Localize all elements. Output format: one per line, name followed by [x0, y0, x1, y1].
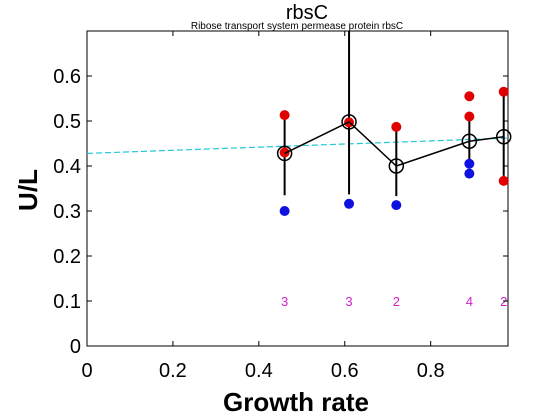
mean-point — [461, 133, 478, 149]
blue-point — [391, 200, 402, 211]
x-tick-label: 0.8 — [417, 360, 445, 382]
x-tick-label: 0 — [81, 360, 92, 382]
red-point — [391, 121, 402, 132]
count-label: 2 — [393, 294, 400, 309]
blue-point — [279, 206, 290, 216]
y-axis: 0 0.1 0.2 0.3 0.4 0.5 0.6 — [53, 66, 508, 358]
mean-point — [276, 145, 293, 162]
y-tick-label: 0.4 — [53, 156, 81, 178]
plot-area: 33242 — [86, 30, 512, 347]
count-label: 4 — [466, 294, 473, 309]
blue-point — [464, 168, 475, 179]
y-tick-label: 0 — [70, 336, 81, 358]
x-tick-label: 0.2 — [159, 360, 187, 382]
red-point — [498, 86, 509, 97]
blue-point — [344, 198, 355, 209]
red-point — [279, 110, 290, 121]
x-tick-label: 0.4 — [245, 360, 273, 382]
y-tick-label: 0.6 — [53, 66, 81, 88]
blue-point — [464, 158, 475, 169]
fit-line — [86, 137, 509, 154]
count-label: 3 — [345, 294, 352, 309]
x-axis-label: Growth rate — [223, 387, 369, 417]
y-axis-label: U/L — [13, 169, 43, 211]
x-axis: 0 0.2 0.4 0.6 0.8 — [81, 31, 445, 382]
chart-title: rbsC — [286, 2, 328, 24]
y-tick-label: 0.5 — [53, 111, 81, 133]
red-point — [464, 91, 475, 102]
mean-point — [341, 114, 357, 130]
mean-line — [284, 120, 504, 167]
red-point — [464, 111, 475, 122]
y-tick-label: 0.1 — [53, 291, 81, 313]
plot-frame — [86, 30, 509, 347]
x-tick-label: 0.6 — [331, 360, 359, 382]
count-label: 3 — [281, 294, 288, 309]
mean-point — [495, 129, 512, 145]
chart-subtitle: Ribose transport system permease protein… — [191, 21, 403, 32]
red-point — [498, 175, 509, 186]
y-tick-label: 0.2 — [53, 246, 81, 268]
y-tick-label: 0.3 — [53, 201, 81, 223]
mean-point — [388, 158, 405, 174]
red-point — [279, 147, 290, 158]
